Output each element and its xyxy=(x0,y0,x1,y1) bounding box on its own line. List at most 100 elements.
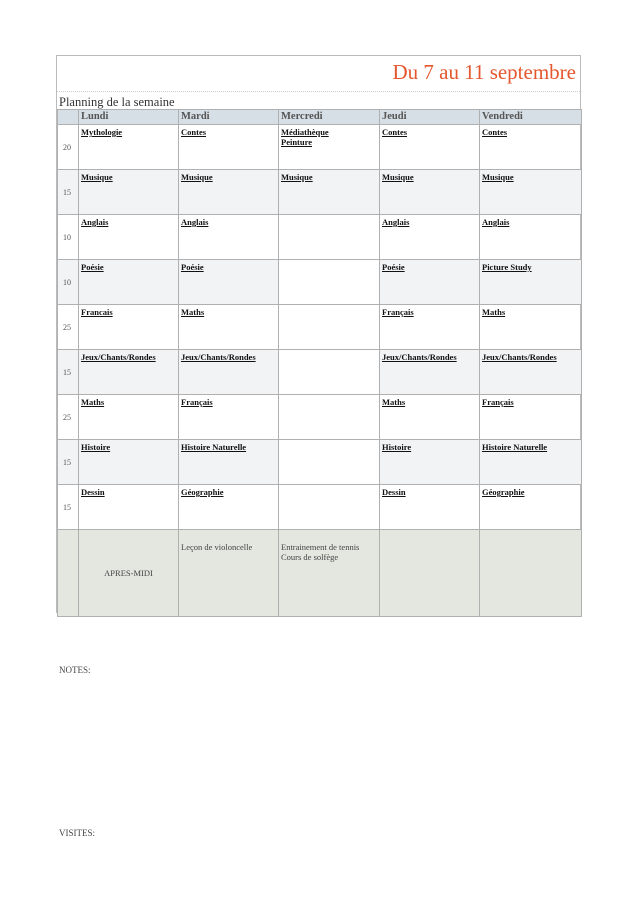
schedule-cell: Musique xyxy=(278,169,380,215)
afternoon-label: APRES-MIDI xyxy=(78,529,179,617)
afternoon-cell xyxy=(479,529,582,617)
day-header: Mercredi xyxy=(278,109,380,125)
subject-label: Peinture xyxy=(281,137,313,147)
subject-label: Francais xyxy=(81,307,113,317)
duration-cell xyxy=(57,529,79,617)
subject-label: Anglais xyxy=(81,217,109,227)
schedule-cell: Picture Study xyxy=(479,259,582,305)
subject-label: Dessin xyxy=(382,487,406,497)
schedule-cell: Jeux/Chants/Rondes xyxy=(78,349,179,395)
afternoon-cell: Entrainement de tennis Cours de solfège xyxy=(278,529,380,617)
table-row: 25 Francais Maths Français Maths xyxy=(57,304,582,350)
subject-label: Géographie xyxy=(181,487,224,497)
schedule-cell: Musique xyxy=(178,169,279,215)
duration-cell: 25 xyxy=(57,304,79,350)
page-title: Du 7 au 11 septembre xyxy=(392,60,576,84)
day-header: Vendredi xyxy=(479,109,582,125)
activity-label: Entrainement de tennis xyxy=(281,542,360,552)
weekly-planner: Du 7 au 11 septembre Planning de la sema… xyxy=(56,55,582,617)
schedule-cell: Histoire Naturelle xyxy=(479,439,582,485)
schedule-cell: Mythologie xyxy=(78,124,179,170)
subject-label: Poésie xyxy=(81,262,104,272)
notes-label: NOTES: xyxy=(59,665,91,675)
schedule-cell xyxy=(278,394,380,440)
subject-label: Jeux/Chants/Rondes xyxy=(482,352,557,362)
subject-label: Musique xyxy=(482,172,514,182)
subject-label: Géographie xyxy=(482,487,525,497)
subject-label: Maths xyxy=(181,307,205,317)
duration-cell: 25 xyxy=(57,394,79,440)
subject-label: Jeux/Chants/Rondes xyxy=(81,352,156,362)
subject-label: Contes xyxy=(482,127,508,137)
subject-label: Anglais xyxy=(382,217,410,227)
subject-label: Picture Study xyxy=(482,262,532,272)
day-header: Lundi xyxy=(78,109,179,125)
subject-label: Histoire xyxy=(382,442,412,452)
subject-label: Histoire Naturelle xyxy=(181,442,247,452)
duration-cell: 20 xyxy=(57,124,79,170)
table-row: 10 Poésie Poésie Poésie Picture Study xyxy=(57,259,582,305)
schedule-cell: Contes xyxy=(178,124,279,170)
schedule-cell: Histoire xyxy=(78,439,179,485)
schedule-cell: Maths xyxy=(78,394,179,440)
duration-cell: 15 xyxy=(57,439,79,485)
schedule-cell: Jeux/Chants/Rondes xyxy=(379,349,480,395)
duration-cell: 15 xyxy=(57,349,79,395)
activity-label: Cours de solfège xyxy=(281,552,339,562)
schedule-cell: Histoire Naturelle xyxy=(178,439,279,485)
afternoon-cell xyxy=(379,529,480,617)
schedule-cell: Jeux/Chants/Rondes xyxy=(479,349,582,395)
schedule-cell: Dessin xyxy=(379,484,480,530)
corner-cell xyxy=(57,109,79,125)
subject-label: Jeux/Chants/Rondes xyxy=(382,352,457,362)
schedule-cell: Contes xyxy=(479,124,582,170)
schedule-cell xyxy=(278,259,380,305)
subject-label: Poésie xyxy=(181,262,204,272)
subject-label: Dessin xyxy=(81,487,105,497)
table-row: 15 Histoire Histoire Naturelle Histoire Hist… xyxy=(57,439,582,485)
subject-label: Musique xyxy=(81,172,113,182)
schedule-cell: Francais xyxy=(78,304,179,350)
afternoon-cell: Leçon de violoncelle xyxy=(178,529,279,617)
schedule-cell: Anglais xyxy=(479,214,582,260)
schedule-cell: Anglais xyxy=(178,214,279,260)
subject-label: Contes xyxy=(382,127,408,137)
schedule-cell: Maths xyxy=(178,304,279,350)
schedule-cell: Dessin xyxy=(78,484,179,530)
table-row: 15 Jeux/Chants/Rondes Jeux/Chants/Rondes Je… xyxy=(57,349,582,395)
schedule-cell: Musique xyxy=(78,169,179,215)
subject-label: Musique xyxy=(281,172,313,182)
schedule-cell: Français xyxy=(178,394,279,440)
subject-label: Mythologie xyxy=(81,127,123,137)
schedule-cell xyxy=(278,484,380,530)
duration-cell: 15 xyxy=(57,484,79,530)
schedule-cell: Maths xyxy=(479,304,582,350)
table-row: 15 Dessin Géographie Dessin Géographie xyxy=(57,484,582,530)
schedule-cell: Français xyxy=(379,304,480,350)
schedule-cell: Anglais xyxy=(78,214,179,260)
subject-label: Français xyxy=(181,397,213,407)
schedule-cell: Jeux/Chants/Rondes xyxy=(178,349,279,395)
day-header: Mardi xyxy=(178,109,279,125)
schedule-cell xyxy=(278,439,380,485)
schedule-table: Lundi Mardi Mercredi Jeudi Vendredi 20 Mythol… xyxy=(57,109,582,617)
subject-label: Histoire Naturelle xyxy=(482,442,548,452)
subject-label: Maths xyxy=(482,307,506,317)
schedule-cell: Anglais xyxy=(379,214,480,260)
table-row: 10 Anglais Anglais Anglais Anglais xyxy=(57,214,582,260)
divider xyxy=(57,91,580,92)
schedule-cell: Contes xyxy=(379,124,480,170)
day-header: Jeudi xyxy=(379,109,480,125)
duration-cell: 15 xyxy=(57,169,79,215)
subtitle: Planning de la semaine xyxy=(59,95,175,109)
schedule-cell: Poésie xyxy=(78,259,179,305)
subject-label: Contes xyxy=(181,127,207,137)
subject-label: Anglais xyxy=(181,217,209,227)
subject-label: Français xyxy=(382,307,414,317)
subject-label: Français xyxy=(482,397,514,407)
schedule-cell: Maths xyxy=(379,394,480,440)
schedule-cell: Géographie xyxy=(178,484,279,530)
subject-label: Musique xyxy=(181,172,213,182)
schedule-cell xyxy=(278,304,380,350)
subject-label: Anglais xyxy=(482,217,510,227)
